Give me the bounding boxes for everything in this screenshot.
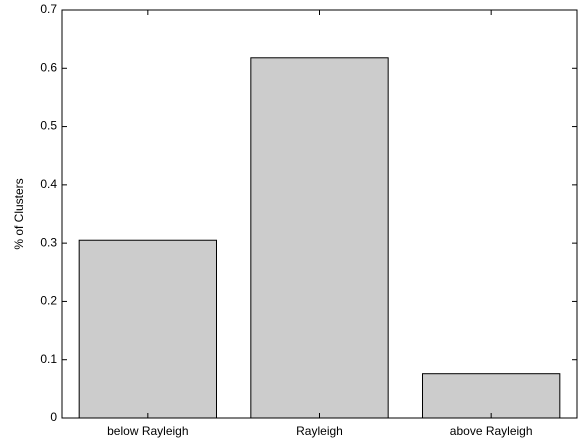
y-tick-label: 0.1 [40, 352, 57, 366]
y-tick-label: 0.7 [40, 2, 57, 16]
y-tick-label: 0.5 [40, 119, 57, 133]
plot-frame [61, 9, 578, 419]
y-tick-label: 0.3 [40, 235, 57, 249]
bar [78, 239, 217, 419]
y-tick-label: 0 [50, 410, 57, 424]
y-tick-label: 0.6 [40, 60, 57, 74]
y-axis-label: % of Clusters [12, 178, 26, 249]
y-tick-label: 0.2 [40, 294, 57, 308]
bar [250, 57, 389, 419]
bar [422, 373, 561, 419]
y-tick-label: 0.4 [40, 177, 57, 191]
x-tick-label: below Rayleigh [107, 424, 188, 438]
x-tick-label: Rayleigh [296, 424, 343, 438]
x-tick-label: above Rayleigh [450, 424, 533, 438]
